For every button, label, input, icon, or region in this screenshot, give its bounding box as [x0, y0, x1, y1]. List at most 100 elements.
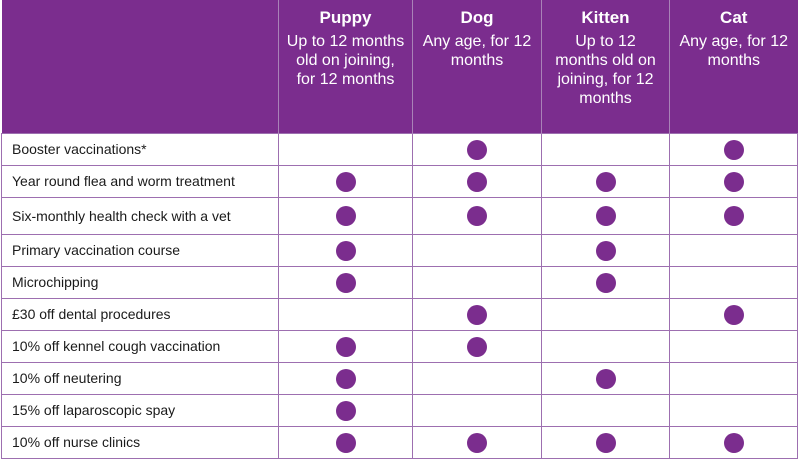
feature-label: £30 off dental procedures: [1, 298, 279, 331]
included-dot-icon: [335, 272, 356, 293]
feature-label: 10% off neutering: [1, 362, 279, 395]
cell-kitten: [541, 426, 670, 459]
cell-cat: [669, 266, 798, 299]
cell-kitten: [541, 197, 670, 235]
included-dot-icon: [335, 336, 356, 357]
column-name: Puppy: [319, 8, 372, 27]
cell-dog: [412, 362, 542, 395]
included-dot-icon: [467, 304, 487, 325]
cell-dog: [412, 234, 542, 267]
included-dot-icon: [595, 368, 616, 389]
included-dot-icon: [595, 272, 616, 293]
table-row: Microchipping: [1, 266, 798, 299]
cell-puppy: [278, 234, 413, 267]
included-dot-icon: [723, 304, 744, 325]
cell-puppy: [278, 362, 413, 395]
feature-label: 10% off kennel cough vaccination: [1, 330, 279, 363]
feature-label: Booster vaccinations*: [1, 133, 279, 166]
table-row: Year round flea and worm treatment: [1, 165, 798, 198]
feature-label: Microchipping: [1, 266, 279, 299]
included-dot-icon: [335, 368, 356, 389]
cell-dog: [412, 266, 542, 299]
cell-puppy: [278, 133, 413, 166]
included-dot-icon: [723, 139, 744, 160]
cell-kitten: [541, 298, 670, 331]
table-row: Primary vaccination course: [1, 234, 798, 267]
included-dot-icon: [467, 206, 487, 226]
cell-kitten: [541, 394, 670, 427]
table-row: Six-monthly health check with a vet: [1, 197, 798, 235]
included-dot-icon: [335, 400, 356, 421]
included-dot-icon: [467, 432, 487, 453]
cell-puppy: [278, 298, 413, 331]
feature-label: Six-monthly health check with a vet: [1, 197, 279, 235]
cell-kitten: [541, 234, 670, 267]
column-name: Kitten: [581, 8, 630, 27]
column-description: Any age, for 12 months: [679, 33, 788, 69]
feature-label: 15% off laparoscopic spay: [1, 394, 279, 427]
column-description: Up to 12 months old on joining, for 12 m…: [286, 33, 405, 88]
cell-kitten: [541, 165, 670, 198]
cell-puppy: [278, 197, 413, 235]
table-row: 10% off kennel cough vaccination: [1, 330, 798, 363]
included-dot-icon: [595, 240, 616, 261]
cell-cat: [669, 330, 798, 363]
cell-dog: [412, 197, 542, 235]
plan-comparison-table: Puppy Up to 12 months old on joining, fo…: [1, 0, 798, 459]
cell-puppy: [278, 426, 413, 459]
feature-label: Year round flea and worm treatment: [1, 165, 279, 198]
cell-dog: [412, 133, 542, 166]
cell-dog: [412, 165, 542, 198]
header-row: Puppy Up to 12 months old on joining, fo…: [1, 0, 798, 134]
cell-cat: [669, 197, 798, 235]
column-name: Cat: [720, 8, 748, 27]
cell-cat: [669, 362, 798, 395]
cell-puppy: [278, 266, 413, 299]
cell-cat: [669, 165, 798, 198]
included-dot-icon: [467, 336, 487, 357]
column-name: Dog: [460, 8, 494, 27]
cell-dog: [412, 394, 542, 427]
cell-kitten: [541, 133, 670, 166]
included-dot-icon: [723, 432, 744, 453]
included-dot-icon: [335, 240, 356, 261]
feature-rows: Booster vaccinations* Year round flea and…: [1, 133, 798, 459]
cell-kitten: [541, 266, 670, 299]
cell-puppy: [278, 165, 413, 198]
table-row: 15% off laparoscopic spay: [1, 394, 798, 427]
column-description: Any age, for 12 months: [422, 33, 532, 69]
included-dot-icon: [723, 171, 744, 192]
included-dot-icon: [595, 206, 616, 226]
included-dot-icon: [595, 432, 616, 453]
table-row: £30 off dental procedures: [1, 298, 798, 331]
included-dot-icon: [335, 171, 356, 192]
column-description: Up to 12 months old on joining, for 12 m…: [555, 33, 656, 107]
cell-dog: [412, 330, 542, 363]
column-header-dog: Dog Any age, for 12 months: [412, 0, 542, 134]
cell-cat: [669, 133, 798, 166]
feature-label: 10% off nurse clinics: [1, 426, 279, 459]
table-row: 10% off neutering: [1, 362, 798, 395]
table-row: Booster vaccinations*: [1, 133, 798, 166]
included-dot-icon: [595, 171, 616, 192]
column-header-puppy: Puppy Up to 12 months old on joining, fo…: [278, 0, 413, 134]
included-dot-icon: [467, 139, 487, 160]
cell-cat: [669, 394, 798, 427]
cell-dog: [412, 298, 542, 331]
cell-cat: [669, 234, 798, 267]
cell-kitten: [541, 362, 670, 395]
included-dot-icon: [467, 171, 487, 192]
column-header-cat: Cat Any age, for 12 months: [669, 0, 798, 134]
cell-dog: [412, 426, 542, 459]
cell-kitten: [541, 330, 670, 363]
included-dot-icon: [723, 206, 744, 226]
feature-label: Primary vaccination course: [1, 234, 279, 267]
cell-cat: [669, 298, 798, 331]
table-row: 10% off nurse clinics: [1, 426, 798, 459]
header-empty-cell: [1, 0, 279, 134]
cell-cat: [669, 426, 798, 459]
cell-puppy: [278, 330, 413, 363]
included-dot-icon: [335, 206, 356, 226]
cell-puppy: [278, 394, 413, 427]
column-header-kitten: Kitten Up to 12 months old on joining, f…: [541, 0, 670, 134]
